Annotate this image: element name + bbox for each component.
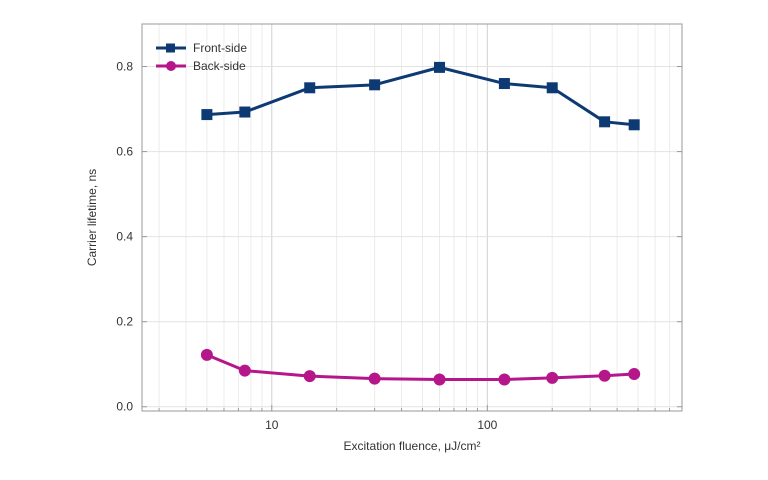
data-point-circle [368, 372, 381, 385]
data-point-square [369, 79, 381, 91]
legend-marker-circle [166, 61, 176, 71]
series-line [206, 353, 635, 382]
y-tick-label: 0.8 [116, 60, 133, 74]
data-point-circle [628, 368, 641, 381]
legend-item: Front-side [156, 41, 247, 55]
plot-frame [141, 23, 683, 412]
data-point-square [498, 78, 510, 90]
data-point-circle [303, 370, 316, 383]
x-axis-title: Excitation fluence, μJ/cm² [344, 439, 481, 453]
data-point-square [239, 106, 251, 118]
grid [142, 24, 683, 411]
data-point-circle [433, 373, 446, 386]
data-point-square [304, 82, 316, 94]
legend-label: Back-side [193, 59, 246, 73]
x-tick-label: 100 [477, 418, 497, 432]
legend: Front-side Back-side [156, 41, 247, 73]
data-point-square [599, 116, 611, 128]
y-tick-label: 0.4 [116, 230, 133, 244]
data-point-circle [598, 369, 611, 382]
data-point-square [546, 82, 558, 94]
y-tick-label: 0.6 [116, 145, 133, 159]
tick-labels: 0.0 0.2 0.4 0.6 0.8 10 100 [116, 60, 497, 432]
data-point-square [201, 109, 213, 121]
legend-item: Back-side [156, 59, 246, 73]
series-line [206, 65, 635, 127]
series-back-side [200, 348, 641, 386]
data-point-square [628, 119, 640, 131]
y-tick-label: 0.0 [116, 400, 133, 414]
axis-ticks [142, 66, 683, 411]
y-axis-title: Carrier lifetime, ns [85, 169, 99, 266]
series-layer [200, 61, 641, 386]
data-point-square [434, 61, 446, 73]
data-point-circle [546, 371, 559, 384]
y-tick-label: 0.2 [116, 315, 133, 329]
legend-label: Front-side [193, 41, 247, 55]
series-front-side [201, 61, 640, 131]
x-tick-label: 10 [265, 418, 279, 432]
data-point-circle [498, 373, 511, 386]
legend-marker-square [166, 43, 175, 53]
data-point-circle [238, 364, 251, 377]
data-point-circle [200, 348, 213, 361]
